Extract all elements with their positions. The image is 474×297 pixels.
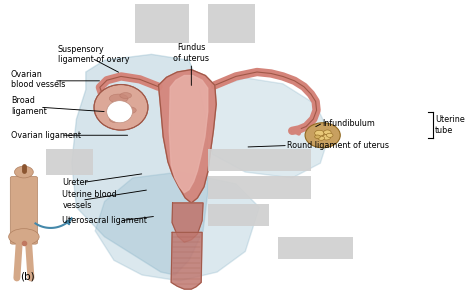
Circle shape [324, 130, 331, 135]
Text: Suspensory
ligament of ovary: Suspensory ligament of ovary [58, 45, 129, 64]
Bar [208, 4, 255, 42]
Circle shape [322, 135, 331, 140]
Text: (b): (b) [20, 271, 35, 282]
Text: Broad
ligament: Broad ligament [11, 96, 46, 116]
Polygon shape [171, 232, 202, 289]
Ellipse shape [109, 94, 128, 103]
Bar [208, 204, 269, 227]
Polygon shape [169, 75, 208, 193]
Ellipse shape [9, 229, 39, 245]
Circle shape [318, 136, 325, 140]
FancyBboxPatch shape [10, 176, 37, 244]
Text: Ovarian
blood vessels: Ovarian blood vessels [11, 70, 65, 89]
Text: Ureter: Ureter [63, 178, 88, 187]
Ellipse shape [120, 93, 132, 99]
Text: Uterine blood
vessels: Uterine blood vessels [63, 190, 117, 210]
Ellipse shape [305, 123, 340, 148]
Circle shape [327, 133, 333, 137]
Polygon shape [95, 172, 259, 281]
Text: Infundibulum: Infundibulum [323, 119, 375, 128]
Polygon shape [208, 78, 330, 178]
Circle shape [315, 135, 320, 138]
Polygon shape [172, 203, 203, 242]
Text: Round ligament of uterus: Round ligament of uterus [288, 141, 390, 150]
Text: Uterosacral ligament: Uterosacral ligament [63, 216, 147, 225]
Text: Fundus
of uterus: Fundus of uterus [173, 43, 210, 63]
Ellipse shape [94, 85, 148, 130]
Text: Ovarian ligament: Ovarian ligament [11, 131, 81, 140]
Circle shape [315, 130, 324, 136]
Polygon shape [158, 70, 216, 203]
Bar [208, 148, 311, 170]
Ellipse shape [107, 101, 132, 123]
Bar [135, 4, 189, 42]
Polygon shape [72, 54, 208, 275]
Ellipse shape [120, 107, 136, 114]
Circle shape [15, 166, 33, 178]
Text: Uterine
tube: Uterine tube [435, 115, 465, 135]
Bar [278, 237, 353, 259]
Bar [46, 148, 93, 175]
Ellipse shape [109, 116, 123, 123]
Bar [208, 176, 311, 198]
